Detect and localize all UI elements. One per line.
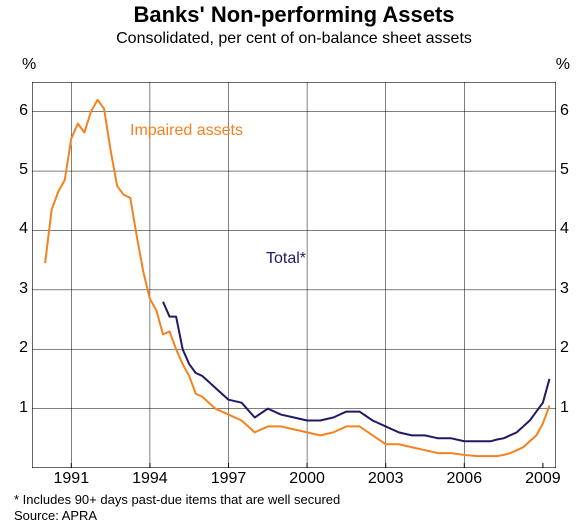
y-tick-label-left: 4	[14, 220, 28, 238]
chart-title: Banks' Non-performing Assets	[0, 2, 588, 28]
chart-subtitle: Consolidated, per cent of on-balance she…	[0, 30, 588, 48]
x-tick-label: 2000	[283, 470, 331, 488]
x-tick-label: 2006	[440, 470, 488, 488]
series-label-total: Total*	[266, 250, 306, 268]
x-tick-label: 2009	[519, 470, 567, 488]
y-tick-label-right: 2	[560, 339, 574, 357]
chart-container: Banks' Non-performing Assets Consolidate…	[0, 0, 588, 527]
source-text: Source: APRA	[14, 508, 97, 523]
y-tick-label-left: 6	[14, 102, 28, 120]
x-tick-label: 1994	[126, 470, 174, 488]
footnote-text: * Includes 90+ days past-due items that …	[14, 492, 340, 508]
y-tick-label-right: 5	[560, 161, 574, 179]
chart-plot-area	[32, 82, 556, 468]
x-tick-label: 1991	[47, 470, 95, 488]
x-tick-label: 2003	[362, 470, 410, 488]
x-tick-label: 1997	[205, 470, 253, 488]
y-tick-label-left: 2	[14, 339, 28, 357]
y-tick-label-right: 6	[560, 102, 574, 120]
series-label-impaired: Impaired assets	[130, 122, 243, 140]
y-tick-label-right: 4	[560, 220, 574, 238]
y-tick-label-right: 1	[560, 399, 574, 417]
y-axis-unit-right: %	[556, 56, 570, 74]
y-tick-label-left: 1	[14, 399, 28, 417]
y-axis-unit-left: %	[22, 56, 36, 74]
y-tick-label-left: 3	[14, 280, 28, 298]
y-tick-label-left: 5	[14, 161, 28, 179]
y-tick-label-right: 3	[560, 280, 574, 298]
